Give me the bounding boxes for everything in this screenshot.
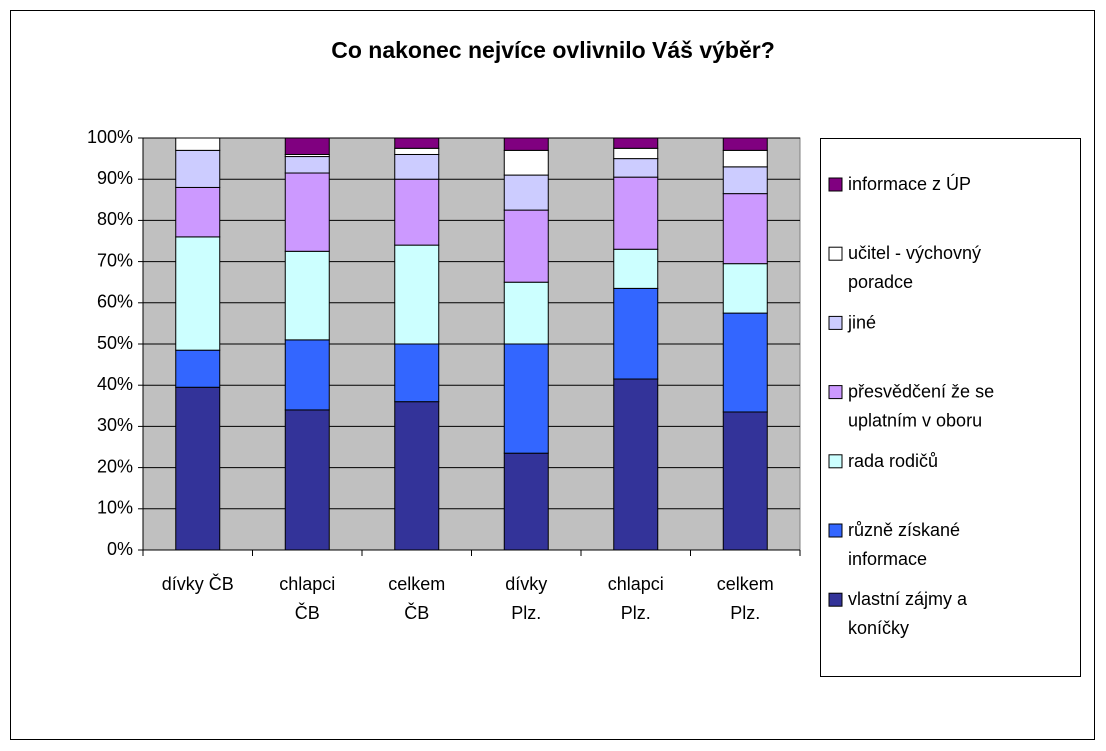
y-tick-label: 30% [97,415,133,435]
legend-box [820,138,1081,677]
bar-segment [613,287,659,380]
bar-segment [722,263,768,314]
bar-segment [175,137,221,151]
y-tick-label: 10% [97,498,133,518]
legend-swatch [828,246,843,261]
bar-segment [175,349,221,388]
bar-segment [613,378,659,551]
bar-segment [503,209,549,283]
legend-swatch [828,454,843,469]
bar-segment [284,156,330,174]
bar-segment [394,244,440,345]
bar-segment [722,411,768,551]
x-tick-label: dívky Plz. [505,574,547,623]
legend-label: učitel - výchovný poradce [848,243,981,292]
bar-segment [722,193,768,265]
bar-segment [503,343,549,454]
bar-segment [613,176,659,250]
legend-label: vlastní zájmy a koníčky [848,589,968,638]
y-tick-label: 70% [97,250,133,270]
bar-segment [175,149,221,188]
legend-label: rada rodičů [848,451,938,471]
legend-label: informace z ÚP [848,173,971,194]
bar-segment [722,312,768,413]
bar-segment [284,339,330,411]
bar-segment [613,158,659,178]
bar-segment [175,386,221,551]
legend-swatch [828,523,843,538]
legend-swatch [828,385,843,400]
x-tick-label: celkem ČB [388,574,445,623]
y-tick-label: 50% [97,333,133,353]
bar-segment [394,147,440,155]
y-tick-label: 100% [87,127,133,147]
bar-segment [613,137,659,149]
bar-segment [722,166,768,195]
bar-segment [394,343,440,403]
y-tick-label: 20% [97,456,133,476]
bar-segment [175,186,221,238]
legend-label: jiné [847,312,876,332]
bar-segment [284,172,330,252]
y-tick-label: 60% [97,292,133,312]
x-tick-label: chlapci ČB [279,574,335,623]
y-tick-label: 80% [97,209,133,229]
bar-segment [503,174,549,211]
x-tick-label: celkem Plz. [717,574,774,623]
x-tick-label: chlapci Plz. [608,574,664,623]
legend-label: různě získané informace [848,520,960,569]
legend-swatch [828,177,843,192]
bar-segment [284,409,330,551]
y-tick-label: 0% [107,539,133,559]
bar-segment [394,137,440,149]
bar-segment [503,149,549,176]
bar-segment [503,452,549,551]
bar-segment [722,137,768,151]
bar-segment [503,281,549,345]
bar-segment [613,248,659,289]
legend-label: přesvědčení že se uplatním v oboru [848,381,994,430]
legend-swatch [828,592,843,607]
chart-title: Co nakonec nejvíce ovlivnilo Váš výběr? [331,37,775,63]
bar-segment [394,178,440,246]
bar-segment [613,147,659,160]
legend-swatch [828,315,843,330]
bar-segment [284,250,330,341]
y-tick-label: 40% [97,374,133,394]
bar-segment [394,153,440,180]
bar-segment [175,236,221,351]
bar-segment [394,401,440,551]
x-tick-label: dívky ČB [162,573,234,594]
bar-segment [722,149,768,168]
y-tick-label: 90% [97,168,133,188]
bar-segment [503,137,549,151]
bar-segment [284,137,330,155]
